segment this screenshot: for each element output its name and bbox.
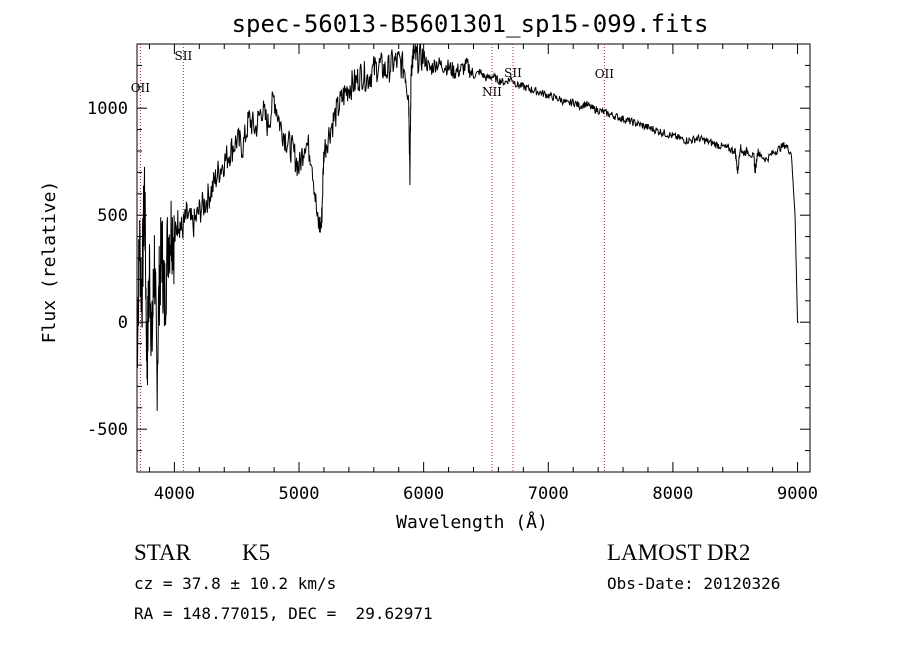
emission-line-label: SII	[175, 49, 193, 63]
emission-line-label: OII	[595, 67, 615, 81]
emission-line-label: NII	[482, 85, 502, 99]
plot-frame	[136, 43, 811, 473]
x-tick-label: 4000	[154, 484, 195, 504]
y-tick-label: 1000	[87, 99, 128, 119]
x-tick-label: 9000	[777, 484, 818, 504]
flux-series-line	[136, 43, 799, 411]
chart-title: spec-56013-B5601301_sp15-099.fits	[232, 10, 709, 38]
x-tick-label: 5000	[279, 484, 320, 504]
emission-line-label: OII	[131, 81, 151, 95]
x-axis-label: Wavelength (Å)	[396, 511, 548, 533]
object-class: STAR	[134, 540, 191, 565]
y-tick-label: 0	[118, 313, 128, 333]
y-tick-label: 500	[97, 206, 128, 226]
redshift-cz: cz = 37.8 ± 10.2 km/s	[134, 574, 337, 593]
x-tick-label: 8000	[652, 484, 693, 504]
y-tick-label: -500	[87, 420, 128, 440]
x-tick-label: 7000	[528, 484, 569, 504]
x-tick-label: 6000	[403, 484, 444, 504]
observation-date: Obs-Date: 20120326	[607, 574, 781, 593]
y-axis: -500 0 500 1000	[87, 43, 810, 452]
x-axis: 4000 5000 6000 7000 8000 9000	[148, 44, 818, 504]
y-axis-label: Flux (relative)	[39, 181, 60, 344]
emission-line-label: SII	[504, 66, 522, 80]
ra-dec: RA = 148.77015, DEC = 29.62971	[134, 604, 433, 623]
object-subclass: K5	[242, 540, 271, 565]
survey-name: LAMOST DR2	[607, 540, 751, 565]
